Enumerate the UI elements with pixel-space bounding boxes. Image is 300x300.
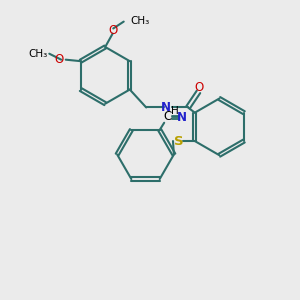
Text: C: C	[163, 110, 171, 123]
Text: O: O	[54, 53, 63, 66]
Text: N: N	[177, 111, 187, 124]
Text: O: O	[194, 81, 203, 94]
Text: CH₃: CH₃	[130, 16, 150, 26]
Text: S: S	[174, 134, 183, 148]
Text: O: O	[109, 24, 118, 37]
Text: N: N	[160, 100, 171, 114]
Text: CH₃: CH₃	[28, 49, 47, 59]
Text: H: H	[171, 106, 179, 116]
